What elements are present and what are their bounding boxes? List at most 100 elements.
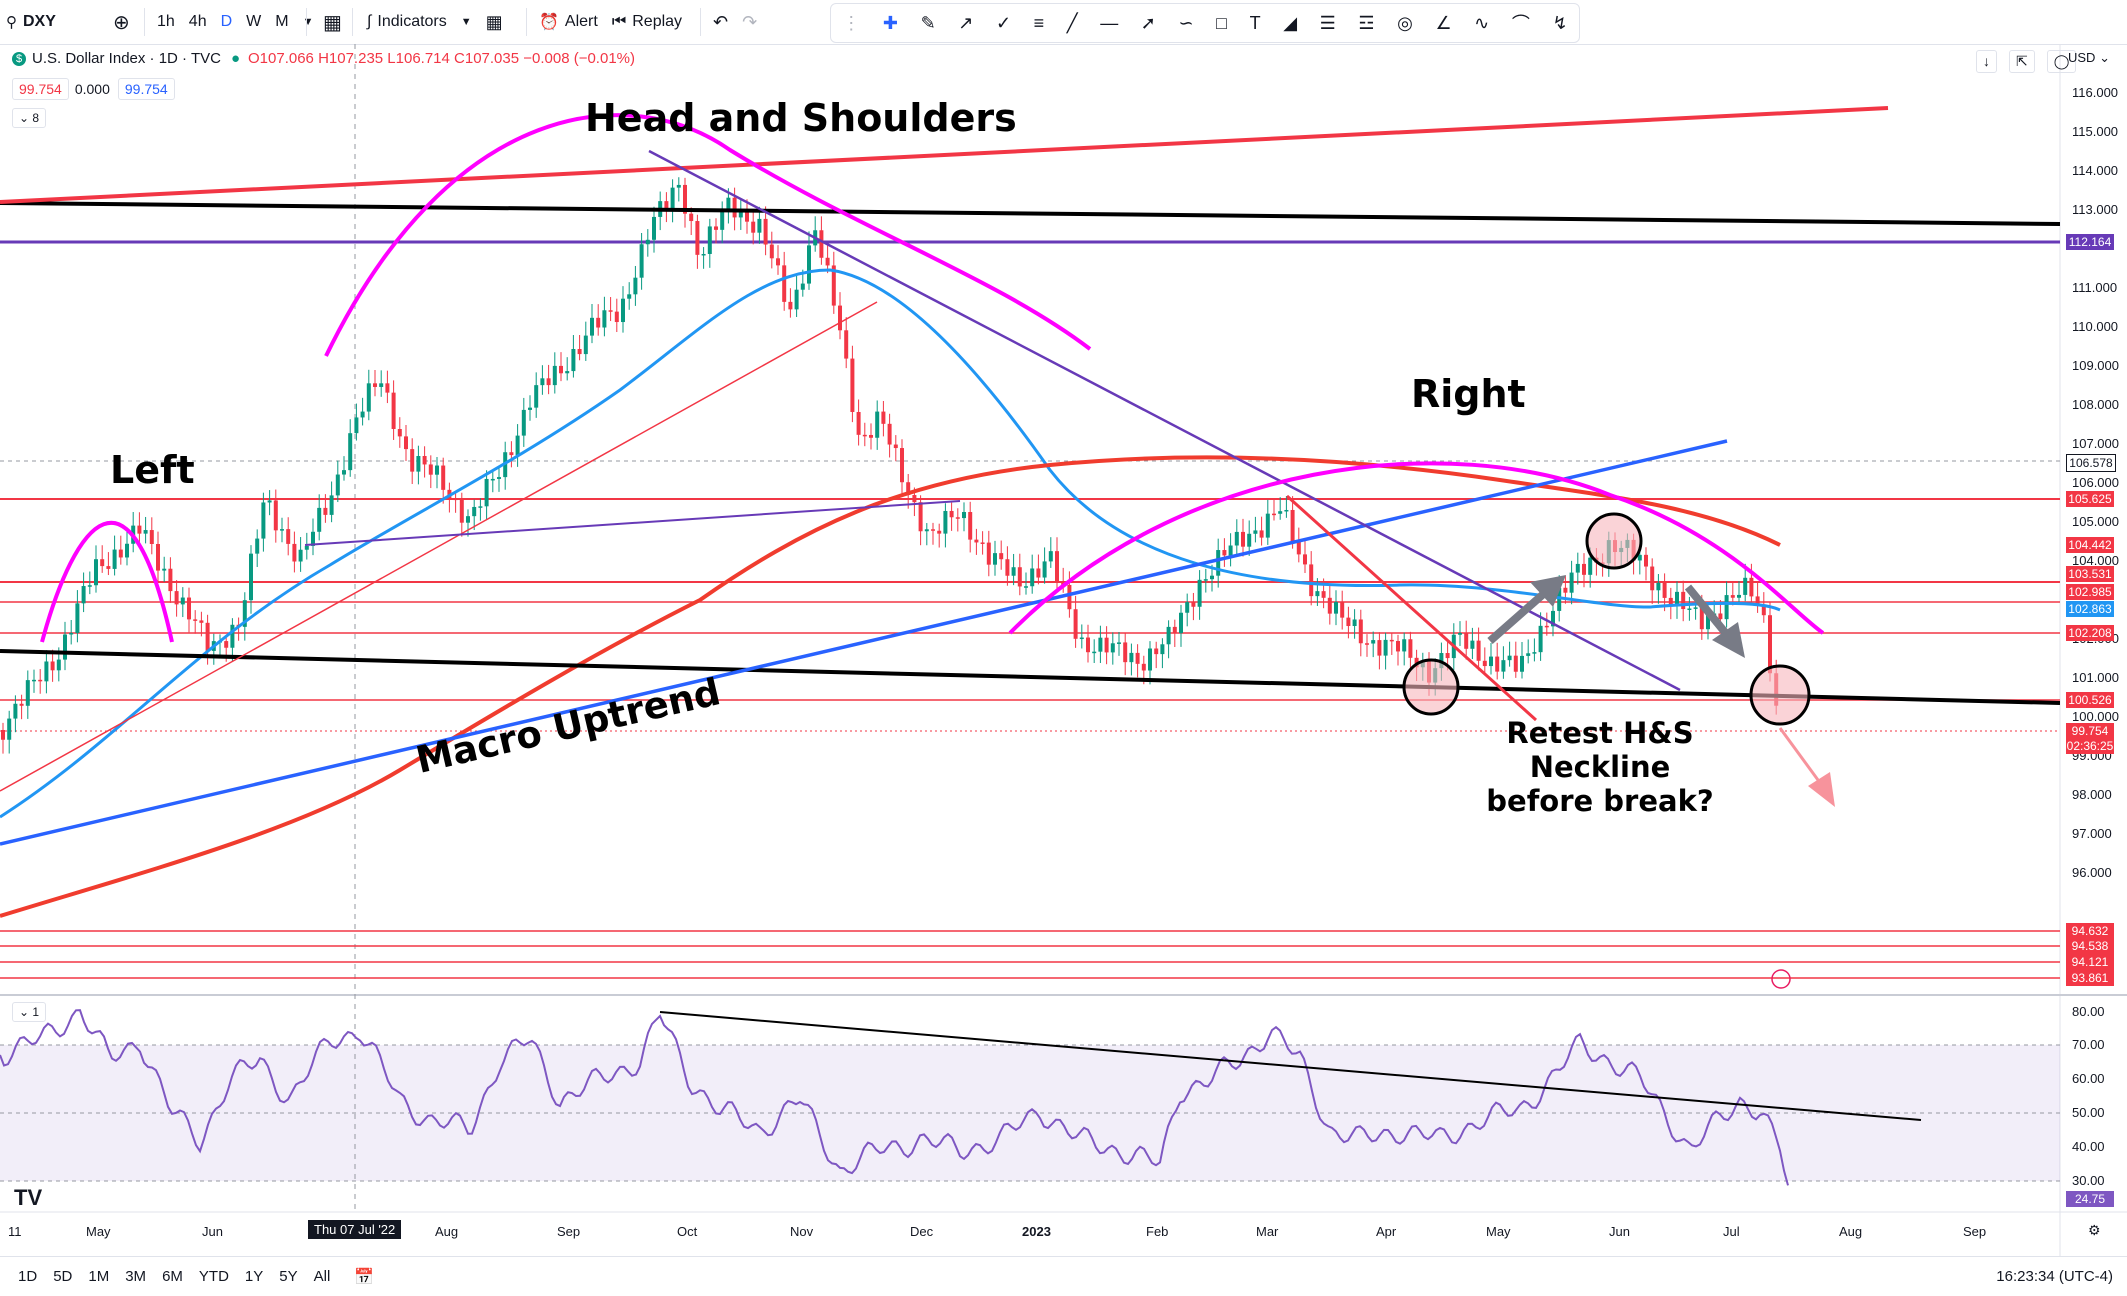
range-ytd[interactable]: YTD: [198, 1268, 229, 1285]
move-down-icon[interactable]: ↓: [1976, 50, 1997, 73]
settings-gear-icon[interactable]: ⚙: [2088, 1222, 2101, 1238]
interval-w[interactable]: W: [246, 13, 262, 30]
candle-body: [931, 529, 935, 531]
purple-downtrend-line[interactable]: [648, 149, 1681, 692]
eye-icon[interactable]: ●: [230, 50, 241, 67]
head-arc[interactable]: [324, 113, 1092, 357]
rising-support-line[interactable]: [0, 301, 878, 792]
fib-retracement-icon[interactable]: ☰: [1319, 12, 1336, 33]
indicator-collapse[interactable]: ⌄ 8: [12, 108, 52, 128]
ask-price[interactable]: 99.754: [117, 78, 175, 100]
retest-circle-apr[interactable]: [1402, 658, 1460, 716]
red-downtrend-line[interactable]: [1285, 494, 1538, 722]
xabcd-pattern-icon[interactable]: ∿: [1474, 12, 1490, 33]
hs-neckline[interactable]: [0, 649, 2060, 705]
bid-price[interactable]: 99.754: [12, 78, 69, 100]
price-tick: 111.000: [2072, 280, 2118, 295]
replay-button[interactable]: ⏮ Replay: [611, 13, 683, 30]
compare-symbol-button[interactable]: ⊕: [113, 11, 130, 34]
down-arrow[interactable]: [1684, 584, 1745, 658]
up-arrow[interactable]: [1487, 575, 1566, 645]
candle-body: [453, 498, 458, 501]
rectangle-icon[interactable]: □: [1216, 12, 1228, 33]
range-all[interactable]: All: [313, 1268, 331, 1285]
curve-icon[interactable]: ∽: [1178, 12, 1194, 33]
peak-circle-jun[interactable]: [1585, 512, 1643, 570]
range-6m[interactable]: 6M: [162, 1268, 183, 1285]
indicators-icon: ∫: [367, 13, 372, 30]
undo-icon[interactable]: ↶: [713, 11, 729, 32]
candle-body: [1172, 626, 1177, 634]
range-5y[interactable]: 5Y: [279, 1268, 298, 1285]
parallel-channel-icon[interactable]: ≡: [1033, 12, 1045, 33]
drag-handle-icon[interactable]: ⋮: [842, 12, 861, 33]
right-shoulder-arc[interactable]: [1008, 461, 1825, 635]
candle-body: [1575, 563, 1580, 573]
restore-icon[interactable]: ◯: [2046, 50, 2077, 73]
indicators-dropdown-icon[interactable]: ▼: [460, 16, 472, 28]
calendar-range-icon[interactable]: 📅: [354, 1268, 375, 1286]
candle-body: [490, 478, 495, 481]
annotation-head[interactable]: Head and Shoulders: [585, 96, 1017, 140]
zigzag-icon[interactable]: ↯: [1552, 12, 1568, 33]
templates-icon[interactable]: ▦: [485, 11, 503, 32]
interval-4h[interactable]: 4h: [188, 13, 207, 30]
shapes-icon[interactable]: ◢: [1283, 12, 1298, 33]
path-tool-icon[interactable]: ✓: [995, 12, 1012, 33]
breakdown-arrow[interactable]: [1778, 727, 1835, 807]
target-icon[interactable]: ◎: [1397, 12, 1413, 33]
indicators-button[interactable]: ∫ Indicators: [367, 13, 447, 30]
annotation-left[interactable]: Left: [110, 448, 195, 492]
horizontal-ray-icon[interactable]: —: [1100, 12, 1119, 33]
rsi-line[interactable]: [0, 1009, 1789, 1186]
arrow-tool-icon[interactable]: ↗: [958, 12, 974, 33]
crosshair-icon[interactable]: ✚: [882, 12, 898, 33]
ruler-icon[interactable]: ⌒: [1511, 14, 1530, 34]
candle-body: [112, 549, 117, 569]
redo-icon[interactable]: ↷: [742, 11, 758, 32]
candles-chart-type-icon[interactable]: ▦: [323, 11, 342, 34]
maximize-icon[interactable]: ⇱: [2009, 50, 2035, 73]
tradingview-logo-icon[interactable]: TV: [14, 1185, 42, 1210]
ray-icon[interactable]: ➚: [1140, 12, 1156, 33]
currency-select[interactable]: USD ⌄: [2068, 50, 2110, 65]
upper-red-trendline[interactable]: [0, 106, 1889, 204]
range-3m[interactable]: 3M: [125, 1268, 147, 1285]
alert-button[interactable]: ⏰ Alert: [539, 13, 598, 31]
interval-d[interactable]: D: [220, 13, 233, 30]
candle-body: [1055, 551, 1059, 582]
range-5d[interactable]: 5D: [53, 1268, 73, 1285]
candle-body: [1259, 530, 1264, 538]
rsi-downtrend-line[interactable]: [659, 1011, 1922, 1121]
symbol-search[interactable]: ⚲ DXY: [6, 0, 56, 44]
candle-body: [1377, 640, 1382, 656]
rsi-current-label: 24.75: [2066, 1191, 2114, 1207]
rsi-collapse[interactable]: ⌄ 1: [12, 1002, 52, 1022]
interval-1h[interactable]: 1h: [157, 13, 175, 30]
macro-uptrend-line[interactable]: [0, 439, 1728, 846]
angle-icon[interactable]: ∠: [1435, 12, 1452, 33]
purple-shoulder-line[interactable]: [304, 500, 961, 546]
candle-body: [391, 392, 396, 430]
candle-body: [75, 603, 80, 633]
fib-channel-icon[interactable]: ☲: [1358, 12, 1375, 33]
range-1d[interactable]: 1D: [18, 1268, 38, 1285]
retest-circle-jul[interactable]: [1749, 664, 1811, 726]
clock-display[interactable]: 16:23:34 (UTC-4): [1996, 1268, 2113, 1285]
ma-200-line[interactable]: [0, 455, 1781, 918]
trend-line-icon[interactable]: ╱: [1066, 12, 1078, 33]
left-shoulder-arc[interactable]: [40, 520, 174, 643]
range-1y[interactable]: 1Y: [244, 1268, 264, 1285]
candle-body: [1699, 607, 1704, 630]
resistance-black-line[interactable]: [0, 201, 2060, 226]
interval-m[interactable]: M: [275, 13, 289, 30]
lightning-icon[interactable]: [1771, 969, 1791, 989]
annotation-retest[interactable]: Retest H&S Neckline before break?: [1486, 716, 1714, 818]
legend-title[interactable]: U.S. Dollar Index · 1D · TVC: [32, 50, 221, 67]
text-tool-icon[interactable]: T: [1249, 12, 1261, 33]
brush-icon[interactable]: ✎: [920, 12, 936, 33]
range-1m[interactable]: 1M: [88, 1268, 110, 1285]
annotation-right[interactable]: Right: [1411, 372, 1526, 416]
interval-dropdown-icon[interactable]: ▼: [302, 16, 314, 28]
